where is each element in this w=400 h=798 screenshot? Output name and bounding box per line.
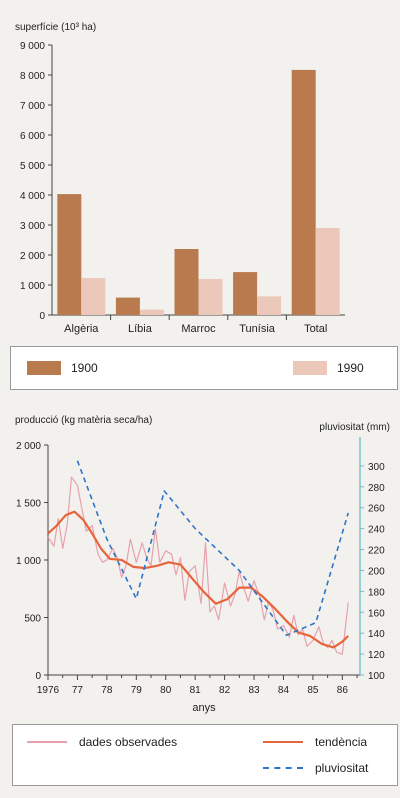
legend-item-1900: 1900 (27, 361, 98, 375)
x-tick-label: 77 (72, 685, 84, 696)
legend-swatch-1990 (293, 361, 327, 375)
bar-1990-marroc (198, 279, 223, 315)
legend-label-1990: 1990 (337, 361, 364, 375)
y-tick-label: 5 000 (20, 161, 45, 172)
y-tick-label: 0 (35, 671, 41, 682)
x-tick-label: 86 (337, 685, 349, 696)
x-tick-label: Líbia (128, 323, 153, 335)
x-axis-title: anys (192, 702, 216, 714)
x-tick-label: 79 (131, 685, 143, 696)
x-tick-label: 84 (278, 685, 290, 696)
y-tick-label: 9 000 (20, 41, 45, 52)
series-line-2 (76, 460, 349, 637)
bar-1990-algèria (81, 278, 106, 315)
legend-label-observed: dades observades (79, 735, 178, 749)
legend-swatch-rain (263, 767, 303, 769)
x-tick-label: Marroc (181, 323, 216, 335)
bar-chart-legend: 1900 1990 (10, 346, 398, 390)
line-chart: producció (kg matèria seca/ha) pluviosita… (15, 415, 390, 714)
series-line-1 (47, 510, 349, 649)
bar-chart: superfície (10³ ha) 0 1 000 2 000 3 000 4 000… (15, 22, 345, 335)
bar-1900-total (291, 69, 316, 316)
x-tick-label: Total (304, 323, 327, 335)
y-tick-label: 1 000 (16, 556, 41, 567)
y2-tick-label: 260 (368, 504, 385, 515)
bar-1900-marroc (174, 249, 199, 315)
bar-1900-algèria (57, 194, 82, 315)
y2-tick-label: 160 (368, 608, 385, 619)
legend-item-1990: 1990 (293, 361, 364, 375)
bar-1990-tunísia (257, 296, 282, 315)
bar-1990-líbia (139, 309, 164, 315)
x-tick-label: 83 (248, 685, 260, 696)
y2-tick-label: 140 (368, 629, 385, 640)
y-tick-label: 1 500 (16, 499, 41, 510)
line-chart-legend: dades observades tendència pluviositat (12, 724, 398, 786)
y-tick-label: 2 000 (16, 441, 41, 452)
y2-tick-label: 300 (368, 462, 385, 473)
y-axis-title: producció (kg matèria seca/ha) (15, 415, 152, 426)
legend-swatch-observed (27, 741, 67, 743)
y2-tick-label: 200 (368, 566, 385, 577)
y2-tick-label: 240 (368, 525, 385, 536)
y2-tick-label: 220 (368, 546, 385, 557)
x-tick-label: 1976 (37, 685, 60, 696)
y-tick-label: 6 000 (20, 131, 45, 142)
bar-1990-total (315, 228, 340, 315)
y2-tick-label: 180 (368, 587, 385, 598)
legend-swatch-1900 (27, 361, 61, 375)
legend-item-trend: tendència (263, 735, 367, 749)
y-tick-label: 2 000 (20, 251, 45, 262)
legend-swatch-trend (263, 741, 303, 743)
x-tick-label: 78 (101, 685, 113, 696)
y-tick-label: 4 000 (20, 191, 45, 202)
bar-1900-tunísia (233, 272, 258, 315)
x-tick-label: Tunísia (239, 323, 276, 335)
y-tick-label: 8 000 (20, 71, 45, 82)
legend-label-rain: pluviositat (315, 761, 369, 775)
legend-label-1900: 1900 (71, 361, 98, 375)
y-tick-label: 7 000 (20, 101, 45, 112)
y2-tick-label: 120 (368, 650, 385, 661)
y-tick-label: 3 000 (20, 221, 45, 232)
x-tick-label: 80 (160, 685, 172, 696)
x-tick-label: 81 (190, 685, 202, 696)
x-tick-label: 85 (307, 685, 319, 696)
y2-axis-title: pluviositat (mm) (319, 422, 390, 433)
y-tick-label: 0 (39, 311, 45, 322)
y2-tick-label: 100 (368, 671, 385, 682)
bar-1900-líbia (115, 297, 140, 315)
y-axis-title: superfície (10³ ha) (15, 22, 96, 33)
x-tick-label: Algèria (64, 323, 99, 335)
legend-item-observed: dades observades (27, 735, 177, 749)
y-tick-label: 500 (24, 614, 41, 625)
legend-label-trend: tendència (315, 735, 368, 749)
legend-item-rain: pluviositat (263, 761, 368, 775)
y2-tick-label: 280 (368, 483, 385, 494)
x-tick-label: 82 (219, 685, 231, 696)
y-tick-label: 1 000 (20, 281, 45, 292)
